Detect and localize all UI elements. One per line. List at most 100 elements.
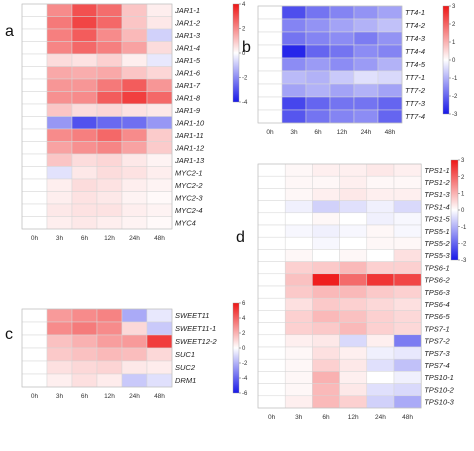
heatmap-cell (366, 297, 395, 311)
heatmap-cell (21, 41, 48, 55)
row-label: TPS10-3 (424, 398, 454, 407)
heatmap-cell (284, 310, 313, 323)
row-label: MYC4 (175, 218, 196, 227)
heatmap-cell (353, 18, 379, 33)
colorbar-tick-label: -1 (461, 225, 467, 231)
heatmap-cell (121, 53, 148, 67)
row-label: TPS1-1 (424, 166, 449, 175)
heatmap-cell (305, 31, 331, 46)
heatmap-cell (339, 334, 368, 348)
heatmap-cell (146, 41, 173, 55)
heatmap-cell (353, 31, 379, 46)
heatmap-cell (96, 191, 123, 205)
heatmap-cell (71, 103, 98, 117)
heatmap-cell (393, 383, 422, 397)
heatmap-cell (329, 5, 355, 20)
heatmap-cell (96, 166, 123, 180)
heatmap-cell (21, 53, 48, 67)
heatmap-cell (284, 383, 313, 397)
heatmap-cell (121, 28, 148, 42)
heatmap-cell (339, 261, 368, 275)
column-label: 12h (348, 414, 359, 421)
heatmap-cell (305, 18, 331, 33)
heatmap-cell (339, 224, 368, 238)
heatmap-cell (71, 153, 98, 167)
heatmap-cell (339, 371, 368, 384)
heatmap-cell (257, 371, 286, 384)
heatmap-cell (312, 249, 340, 262)
heatmap-cell (96, 16, 123, 30)
heatmap-cell (96, 360, 123, 375)
heatmap-cell (46, 334, 73, 349)
heatmap-cell (305, 70, 331, 85)
heatmap-cell (121, 191, 148, 205)
heatmap-cell (366, 249, 395, 262)
heatmap-cell (339, 200, 368, 214)
heatmap-cell (71, 334, 98, 349)
heatmap-cell (366, 334, 395, 348)
heatmap-cell (366, 358, 395, 372)
heatmap-cell (121, 103, 148, 117)
heatmap-cell (281, 57, 307, 72)
heatmap-cell (121, 153, 148, 167)
colorbar-tick-label: -2 (461, 242, 467, 248)
heatmap-cell (377, 109, 403, 124)
heatmap-cell (339, 236, 368, 250)
heatmap-cell (312, 297, 340, 311)
row-label: SWEET11-1 (175, 324, 216, 333)
heatmap-cell (146, 53, 173, 67)
row-label: TPS6-1 (424, 263, 449, 272)
column-label: 6h (81, 235, 89, 242)
heatmap-cell (393, 395, 422, 409)
row-label: SUC2 (175, 363, 196, 372)
heatmap-cell (21, 178, 48, 192)
heatmap-panel-c: c SWEET11 SWEET11-1 SWEET12-2 SUC1 SUC2 DRM1 0h… (5, 301, 248, 400)
heatmap-cell (146, 308, 173, 323)
heatmap-cell (366, 310, 395, 323)
heatmap-cell (284, 249, 313, 262)
heatmap-cell (257, 358, 286, 372)
colorbar-tick-label: 0 (452, 58, 456, 64)
row-label: TT4-1 (405, 8, 425, 17)
heatmap-cell (46, 166, 73, 180)
heatmap-cell (46, 28, 73, 42)
heatmap-cell (21, 28, 48, 42)
panel-label: b (242, 39, 251, 56)
heatmap-cell (339, 297, 368, 311)
heatmap-cell (21, 334, 48, 349)
colorbar-tick-label: -2 (452, 94, 458, 100)
column-label: 48h (402, 414, 413, 421)
colorbar-tick-label: 4 (242, 316, 246, 322)
row-label: TT4-5 (405, 60, 426, 69)
column-label: 0h (31, 235, 39, 242)
heatmap-cell (339, 212, 368, 226)
colorbar-tick-label: -2 (242, 361, 248, 367)
heatmap-cell (71, 178, 98, 192)
row-label: TPS7-4 (424, 361, 449, 370)
heatmap-cell (312, 383, 340, 397)
heatmap-cell (96, 178, 123, 192)
heatmap-cell (284, 346, 313, 360)
column-label: 3h (295, 414, 303, 421)
colorbar (450, 159, 459, 261)
heatmap-cell (146, 116, 173, 130)
heatmap-cell (146, 373, 173, 388)
heatmap-cell (366, 175, 395, 189)
colorbar-tick-label: 0 (242, 51, 246, 57)
heatmap-cell (21, 373, 48, 388)
heatmap-cell (366, 371, 395, 384)
heatmap-cell (96, 334, 123, 349)
heatmap-cell (284, 224, 313, 238)
heatmap-cell (329, 96, 355, 111)
heatmap-cell (71, 203, 98, 217)
heatmap-cell (257, 188, 286, 201)
column-label: 24h (375, 414, 386, 421)
heatmap-cell (146, 141, 173, 155)
heatmap-cell (281, 70, 307, 85)
heatmap-cell (21, 128, 48, 142)
heatmap-cell (393, 310, 422, 323)
heatmap-cell (71, 41, 98, 55)
heatmap-cell (96, 53, 123, 67)
heatmap-cell (257, 273, 286, 287)
